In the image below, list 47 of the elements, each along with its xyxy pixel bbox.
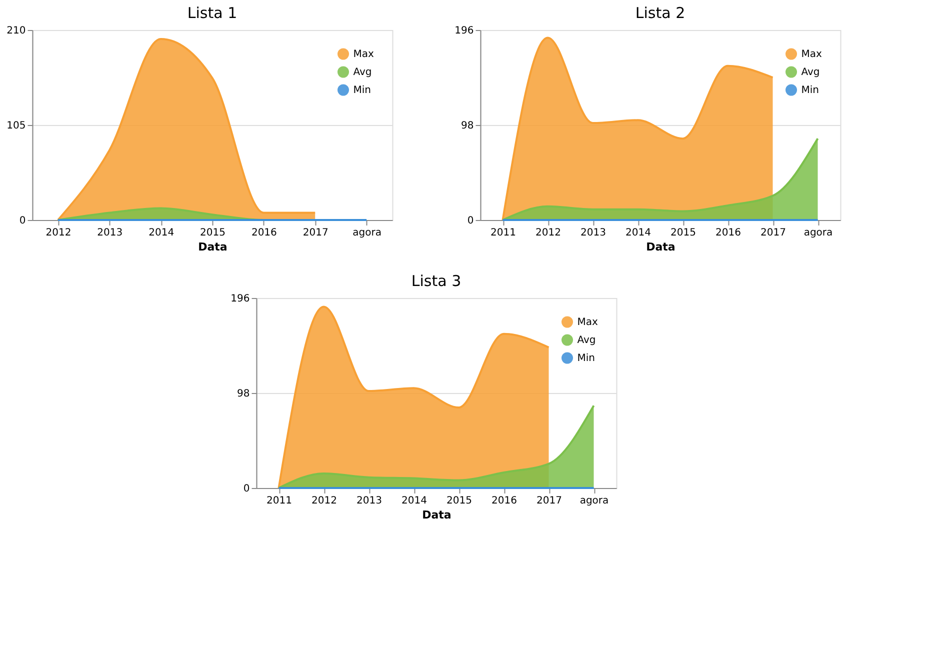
legend-label: Max [577, 317, 598, 328]
x-tick-label: agora [580, 496, 609, 506]
x-tick-label: 2017 [302, 228, 328, 238]
x-tick-label: 2012 [312, 496, 337, 506]
chart-title: Lista 1 [187, 4, 238, 22]
chart-title: Lista 3 [411, 272, 462, 290]
legend-label: Avg [353, 67, 372, 78]
legend-label: Min [353, 85, 371, 96]
x-tick-label: agora [804, 228, 833, 238]
x-axis-title: Data [646, 240, 676, 254]
x-tick-label: 2014 [402, 496, 427, 506]
x-tick-label: 2015 [670, 228, 696, 238]
x-tick-label: 2013 [97, 228, 123, 238]
x-tick-label: 2016 [492, 496, 517, 506]
y-tick-label: 98 [461, 120, 474, 132]
legend-label: Min [801, 85, 819, 96]
y-tick-label: 210 [6, 26, 26, 36]
legend-label: Avg [801, 67, 820, 78]
x-tick-label: 2013 [356, 496, 382, 506]
legend-label: Max [801, 49, 822, 60]
x-tick-label: 2016 [251, 228, 277, 238]
y-tick-label: 98 [237, 388, 250, 400]
x-tick-label: 2012 [536, 228, 561, 238]
legend-label: Avg [577, 335, 596, 346]
x-tick-label: 2011 [490, 228, 516, 238]
x-tick-label: 2017 [536, 496, 562, 506]
chart-title: Lista 2 [635, 4, 686, 22]
legend-label: Min [577, 353, 595, 364]
x-tick-label: 2015 [446, 496, 472, 506]
x-tick-label: 2014 [626, 228, 651, 238]
x-tick-label: 2017 [760, 228, 786, 238]
x-tick-label: agora [352, 228, 382, 238]
y-tick-label: 0 [243, 484, 250, 494]
y-tick-label: 196 [454, 26, 474, 36]
x-tick-label: 2012 [46, 228, 72, 238]
x-tick-label: 2013 [580, 228, 606, 238]
x-axis-title: Data [198, 240, 228, 254]
legend-label: Max [353, 49, 374, 60]
y-tick-label: 105 [6, 120, 26, 132]
x-tick-label: 2011 [266, 496, 292, 506]
x-tick-label: 2015 [200, 228, 226, 238]
y-tick-label: 0 [467, 216, 474, 226]
x-axis-title: Data [422, 508, 452, 522]
y-tick-label: 196 [230, 294, 250, 304]
x-tick-label: 2014 [148, 228, 174, 238]
x-tick-label: 2016 [716, 228, 741, 238]
y-tick-label: 0 [19, 216, 26, 226]
